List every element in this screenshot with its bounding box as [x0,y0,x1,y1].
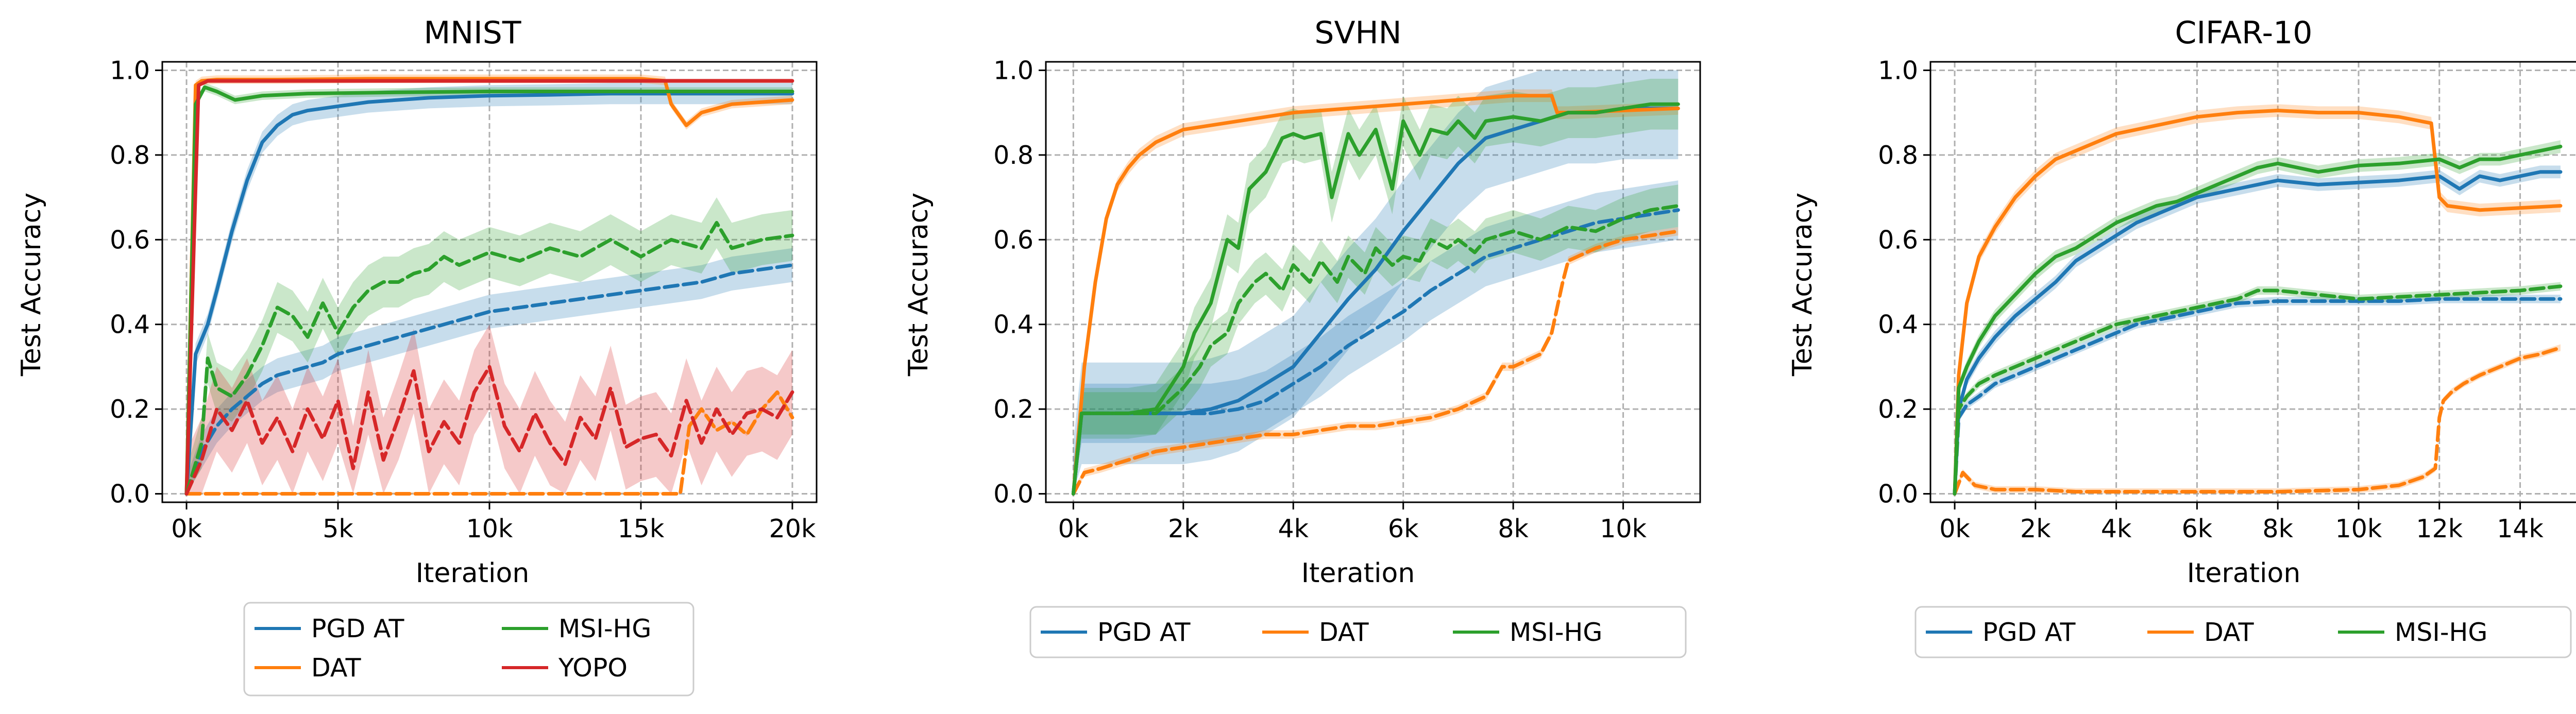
y-tick-label: 0.0 [110,480,150,509]
plot-frame [1045,61,1701,503]
y-tick-label: 1.0 [1878,56,1918,85]
series-line [1953,144,2563,496]
series-line [1953,109,2563,496]
y-tick-label: 1.0 [993,56,1033,85]
series-line [184,85,794,496]
x-tick-label: 0k [1058,514,1089,543]
y-tick-label: 0.2 [110,395,150,424]
series-line [1071,204,1680,496]
y-tick-label: 1.0 [110,56,150,85]
series-line [1953,297,2563,496]
y-axis-label: Test Accuracy [16,193,47,377]
x-tick-label: 5k [323,514,353,543]
x-tick-label: 10k [466,514,513,543]
x-tick-label: 2k [2020,514,2051,543]
x-tick-label: 20k [769,514,816,543]
series-line [184,263,794,496]
series-line [184,79,794,496]
y-tick-label: 0.6 [993,225,1033,254]
series-band [187,197,792,494]
y-tick-label: 0.6 [1878,225,1918,254]
y-axis-label: Test Accuracy [1787,193,1818,377]
x-tick-label: 15k [618,514,665,543]
x-axis-label: Iteration [2187,558,2301,589]
x-tick-label: 6k [1388,514,1419,543]
series-band [1073,180,1679,494]
legend-label: MSI-HG [1510,618,1602,647]
series-line [1953,284,2563,496]
x-tick-label: 8k [1498,514,1529,543]
x-tick-label: 0k [171,514,202,543]
series-line [1953,170,2563,496]
legend-label: YOPO [558,653,628,683]
y-tick-label: 0.2 [1878,395,1918,424]
series-line [184,92,794,496]
series-line [1071,229,1680,496]
legend-label: DAT [311,653,362,683]
y-tick-label: 0.8 [993,141,1033,170]
series-line [184,220,794,496]
series-line [1071,102,1680,496]
plot-area-cifar10: 0k 2k 4k 6k 8k 10k 12k 14k 0.0 0.2 0.4 0.6 0.8 1.0 [1878,56,2576,543]
x-tick-label: 2k [1168,514,1199,543]
x-tick-label: 8k [2262,514,2293,543]
y-tick-label: 0.8 [1878,141,1918,170]
x-tick-label: 10k [2335,514,2382,543]
plot-frame [1929,61,2576,503]
legend-label: PGD AT [1097,618,1191,647]
series-line [1071,94,1680,496]
y-tick-label: 0.2 [993,395,1033,424]
x-tick-label: 4k [2101,514,2132,543]
series-line [1071,208,1680,496]
series-line [1953,346,2563,496]
legend-label: MSI-HG [2395,618,2487,647]
y-tick-label: 0.6 [110,225,150,254]
y-tick-label: 0.0 [993,480,1033,509]
series-band [1073,78,1679,494]
y-tick-label: 0.4 [110,310,150,339]
legend-svhn: PGD AT DAT MSI-HG [1029,606,1687,658]
legend-label: PGD AT [1982,618,2076,647]
y-tick-label: 0.4 [993,310,1033,339]
legend-cifar10: PGD AT DAT MSI-HG [1914,606,2572,658]
series-band [1955,165,2561,494]
series-band [187,324,792,494]
legend-label: PGD AT [311,614,405,643]
x-tick-label: 4k [1278,514,1309,543]
plot-area-svhn: 0k 2k 4k 6k 8k 10k 0.0 0.2 0.4 0.6 0.8 1.0 [993,56,1701,543]
x-axis-label: Iteration [1301,558,1415,589]
legend-mnist: PGD AT DAT MSI-HG YOPO [243,602,694,696]
y-axis-label: Test Accuracy [903,193,934,377]
x-tick-label: 14k [2497,514,2544,543]
legend-label: DAT [1319,618,1369,647]
panel-mnist: MNIST Test Accuracy Iteration 0k 5k 10k 15k… [16,15,818,589]
x-tick-label: 10k [1600,514,1647,543]
x-tick-label: 6k [2182,514,2213,543]
y-tick-label: 0.8 [110,141,150,170]
x-axis-label: Iteration [416,558,530,589]
chart-title: MNIST [423,15,521,51]
legend-label: DAT [2204,618,2255,647]
series-line [184,365,794,496]
panel-cifar10: CIFAR-10 Test Accuracy Iteration 0k 2k 4k 6… [1787,15,2576,589]
series-band [1073,70,1679,494]
y-tick-label: 0.0 [1878,480,1918,509]
x-tick-label: 12k [2416,514,2463,543]
chart-title: SVHN [1314,15,1401,51]
plot-area-mnist: 0k 5k 10k 15k 20k 0.0 0.2 0.4 0.6 0.8 1.0 [110,56,818,543]
y-tick-label: 0.4 [1878,310,1918,339]
x-tick-label: 0k [1939,514,1970,543]
panel-svhn: SVHN Test Accuracy Iteration 0k 2k 4k 6k 8k 1… [903,15,1701,589]
chart-title: CIFAR-10 [2175,15,2313,51]
legend-label: MSI-HG [558,614,651,643]
